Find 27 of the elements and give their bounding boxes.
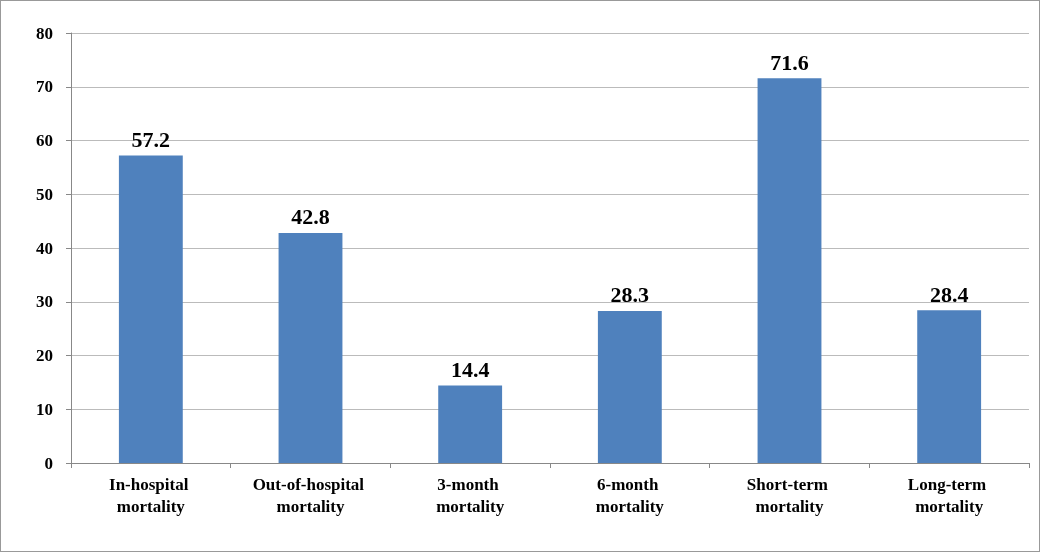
data-label: 28.4 [929,281,969,307]
bar [597,310,662,463]
data-label: 71.6 [770,49,809,75]
y-tick-label: 0 [44,453,53,473]
data-label: 42.8 [291,204,330,230]
data-label: 28.3 [610,282,650,308]
bar [118,155,183,463]
x-tick-label: 6-month mortality [595,474,665,516]
x-tick-label: Short-term mortality [746,474,833,516]
y-tick-label: 60 [36,131,53,150]
data-label: 14.4 [450,357,490,383]
x-tick-label: In-hospital mortality [109,474,193,516]
bar [278,232,343,463]
bar [917,310,982,463]
y-tick-label: 40 [36,238,53,258]
y-tick-label: 70 [36,77,53,97]
y-tick-label: 80 [36,23,53,43]
y-tick-label: 30 [36,292,53,312]
x-tick-label: 3-month mortality [436,474,505,516]
x-tick-label: Out-of-hospital mortality [252,474,369,516]
y-tick-label: 50 [36,184,53,204]
bar [757,78,822,463]
y-tick-label: 20 [36,346,53,365]
x-tick-label: Long-term mortality [907,474,991,516]
y-tick-label: 10 [36,399,53,419]
bar [438,385,503,463]
data-label: 57.2 [131,127,171,153]
